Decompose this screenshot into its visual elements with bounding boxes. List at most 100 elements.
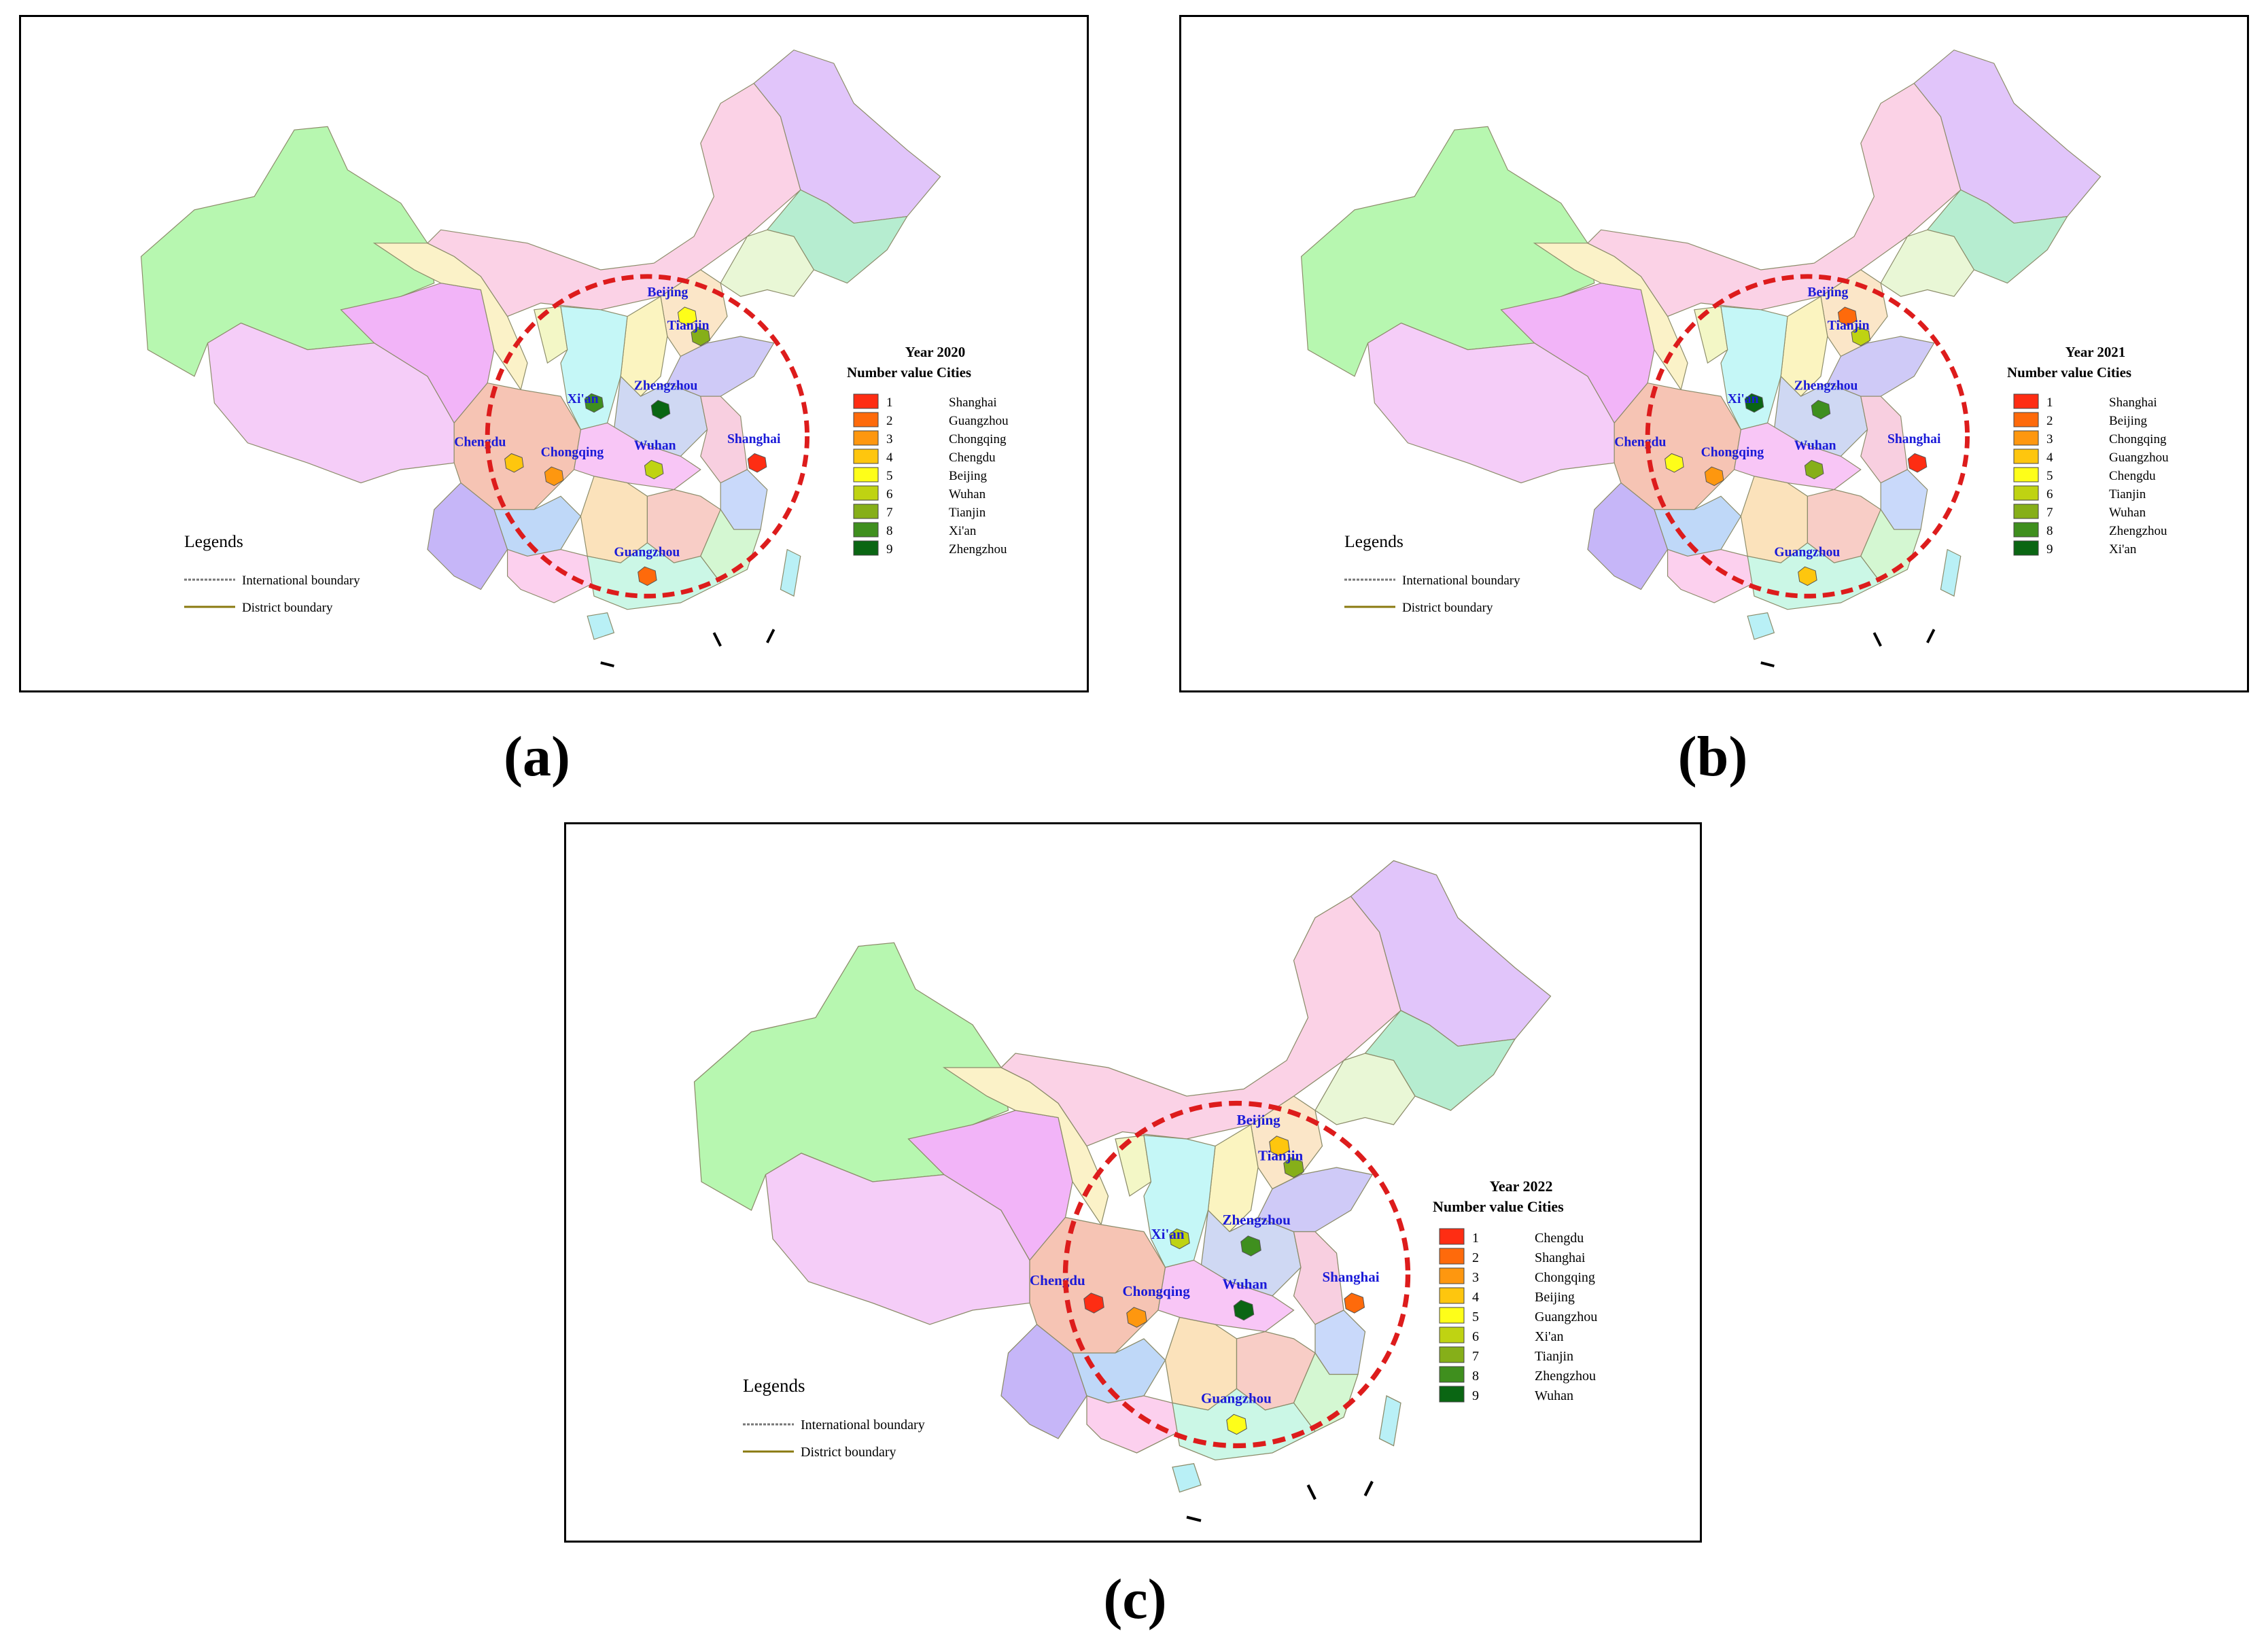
rank-swatch [853,430,879,446]
city-marker [638,566,657,586]
rank-swatch [853,522,879,538]
city-marker [1269,1136,1290,1157]
rank-swatch [1439,1248,1465,1265]
rank-number: 6 [886,487,893,502]
rank-number: 3 [1472,1270,1479,1285]
rank-swatch [853,540,879,556]
rank-city: Guangzhou [2109,451,2169,465]
boundary-legend: Legends International boundary District bo… [184,531,360,615]
legends-title: Legends [743,1375,805,1396]
city-marker [644,459,664,480]
province-hubei [1157,1259,1295,1333]
province-taiwan [1378,1395,1401,1447]
year-title: Year 2021 [2065,344,2125,360]
rank-city: Tianjin [1535,1349,1573,1364]
city-marker [1083,1293,1104,1314]
province-taiwan [780,548,801,597]
legend-header: Number value Cities [1433,1198,1564,1215]
rank-city: Guangzhou [1535,1310,1597,1324]
city-marker [1704,466,1724,487]
city-label: Tianjin [1828,319,1870,333]
province-liaoning [1314,1053,1416,1125]
highlight-ring [485,274,810,599]
city-marker [504,453,524,473]
city-marker [1907,453,1928,473]
nine-dash-line [766,629,775,644]
province-shandong [666,336,775,397]
province-heilongjiang [1913,49,2102,224]
district-boundary-label: District boundary [801,1445,896,1460]
rank-number: 7 [886,506,893,520]
legends-title: Legends [1344,531,1404,551]
rank-swatch [2013,504,2039,519]
city-marker [650,400,671,420]
rank-city: Tianjin [2109,487,2146,502]
rank-city: Xi'an [2109,542,2137,557]
rank-number: 2 [2046,414,2053,428]
rank-number: 7 [2046,506,2053,520]
city-marker [1664,453,1684,473]
city-label: Shanghai [1887,432,1941,446]
city-label: Chengdu [1030,1272,1085,1288]
city-label: Zhengzhou [1223,1212,1291,1228]
nine-dash-line [600,661,614,668]
city-label: Wuhan [1794,439,1836,453]
nine-dash-line [1872,632,1882,647]
rank-swatch [1439,1228,1465,1245]
province-liaoning [1880,229,1975,297]
legend-header: Number value Cities [2007,364,2131,381]
rank-city: Chongqing [2109,432,2167,446]
province-taiwan [1940,548,1962,597]
rank-city: Beijing [1535,1290,1575,1305]
boundary-legend: Legends International boundary District bo… [743,1375,925,1460]
rank-number: 2 [1472,1250,1479,1265]
highlight-ring [1645,274,1970,599]
year-title: Year 2022 [1489,1178,1552,1195]
rank-city: Zhengzhou [1535,1369,1596,1384]
city-marker [584,393,604,413]
rank-city: Beijing [2109,414,2147,428]
rank-swatch [2013,393,2039,409]
rank-number: 5 [1472,1310,1479,1324]
rank-number: 9 [2046,542,2053,557]
city-marker [1126,1307,1147,1328]
city-marker [1798,566,1817,586]
rank-city: Shanghai [2109,396,2157,410]
province-hubei [1733,422,1862,491]
province-guangxi [1667,548,1755,603]
rank-number: 3 [886,432,893,446]
rank-number: 3 [2046,432,2053,446]
city-marker [1344,1293,1365,1314]
rank-city: Shanghai [949,396,997,410]
rank-city: Wuhan [2109,506,2146,520]
rank-swatch [1439,1287,1465,1304]
city-label: Guangzhou [1774,545,1840,559]
rank-number: 4 [886,451,893,465]
province-hainan [1747,612,1775,640]
city-marker [1811,400,1831,420]
province-qinghai [340,282,495,424]
international-boundary-label: International boundary [1402,574,1520,588]
city-label: Chongqing [1701,445,1764,459]
rank-number: 1 [2046,396,2053,410]
rank-city: Chengdu [2109,469,2156,483]
province-qinghai [907,1110,1073,1261]
city-marker [544,466,564,487]
rank-number: 4 [2046,451,2053,465]
district-boundary-label: District boundary [1402,601,1493,615]
rank-number: 9 [886,542,893,557]
city-label: Shanghai [1323,1269,1380,1285]
china-map: Beijing Tianjin Xi'an Zhengzhou Chengdu Chong… [140,49,941,668]
city-marker [1233,1299,1255,1321]
panel-c: Beijing Tianjin Xi'an Zhengzhou Chengdu Chong… [564,822,1702,1543]
rank-swatch [1439,1326,1465,1343]
panel-a: Beijing Tianjin Xi'an Zhengzhou Chengdu Chong… [19,15,1089,692]
city-label: Chongqing [1123,1283,1191,1299]
rank-swatch [1439,1386,1465,1403]
legend-header: Number value Cities [847,364,971,381]
boundary-legend: Legends International boundary District bo… [1344,531,1520,615]
province-liaoning [720,229,815,297]
rank-swatch [2013,449,2039,464]
city-marker [747,453,767,473]
international-boundary-label: International boundary [242,574,360,588]
